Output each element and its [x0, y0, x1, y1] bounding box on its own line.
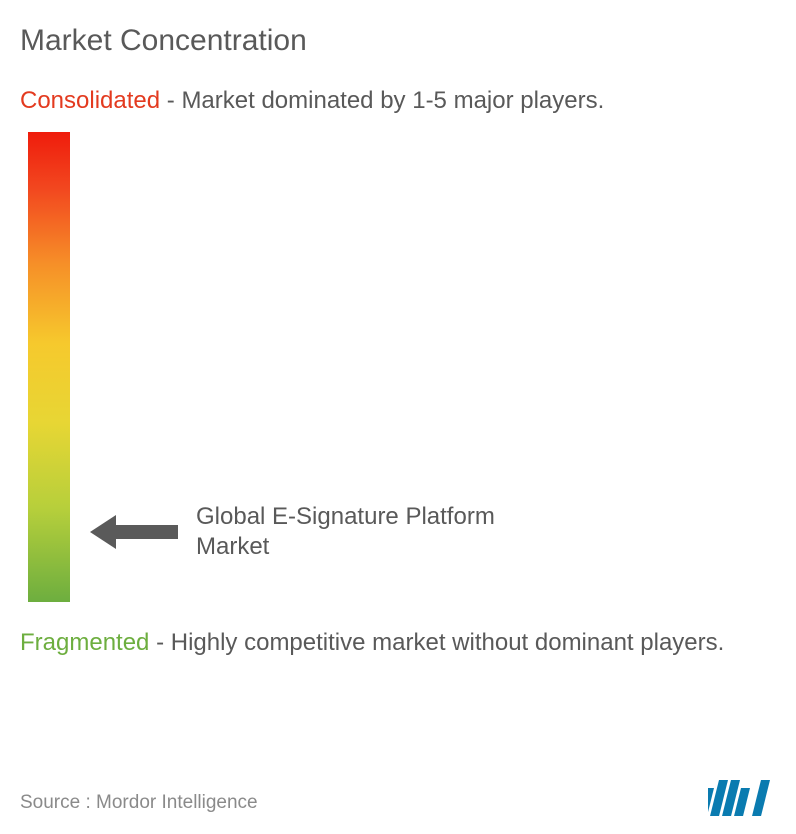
spectrum-area: Global E-Signature Platform Market	[20, 132, 776, 612]
concentration-gradient-bar	[28, 132, 70, 602]
fragmented-label: Fragmented	[20, 629, 149, 656]
arrow-left-icon	[90, 515, 178, 549]
consolidated-label: Consolidated	[20, 87, 160, 114]
consolidated-description: Consolidated - Market dominated by 1-5 m…	[20, 86, 776, 116]
fragmented-desc-text: - Highly competitive market without domi…	[149, 629, 724, 656]
source-attribution: Source : Mordor Intelligence	[20, 792, 258, 814]
fragmented-description: Fragmented - Highly competitive market w…	[20, 628, 776, 658]
page-title: Market Concentration	[20, 24, 776, 58]
market-label: Global E-Signature Platform Market	[196, 502, 516, 562]
mordor-logo-icon	[708, 776, 778, 820]
market-position-marker: Global E-Signature Platform Market	[90, 502, 516, 562]
consolidated-desc-text: - Market dominated by 1-5 major players.	[160, 87, 604, 114]
